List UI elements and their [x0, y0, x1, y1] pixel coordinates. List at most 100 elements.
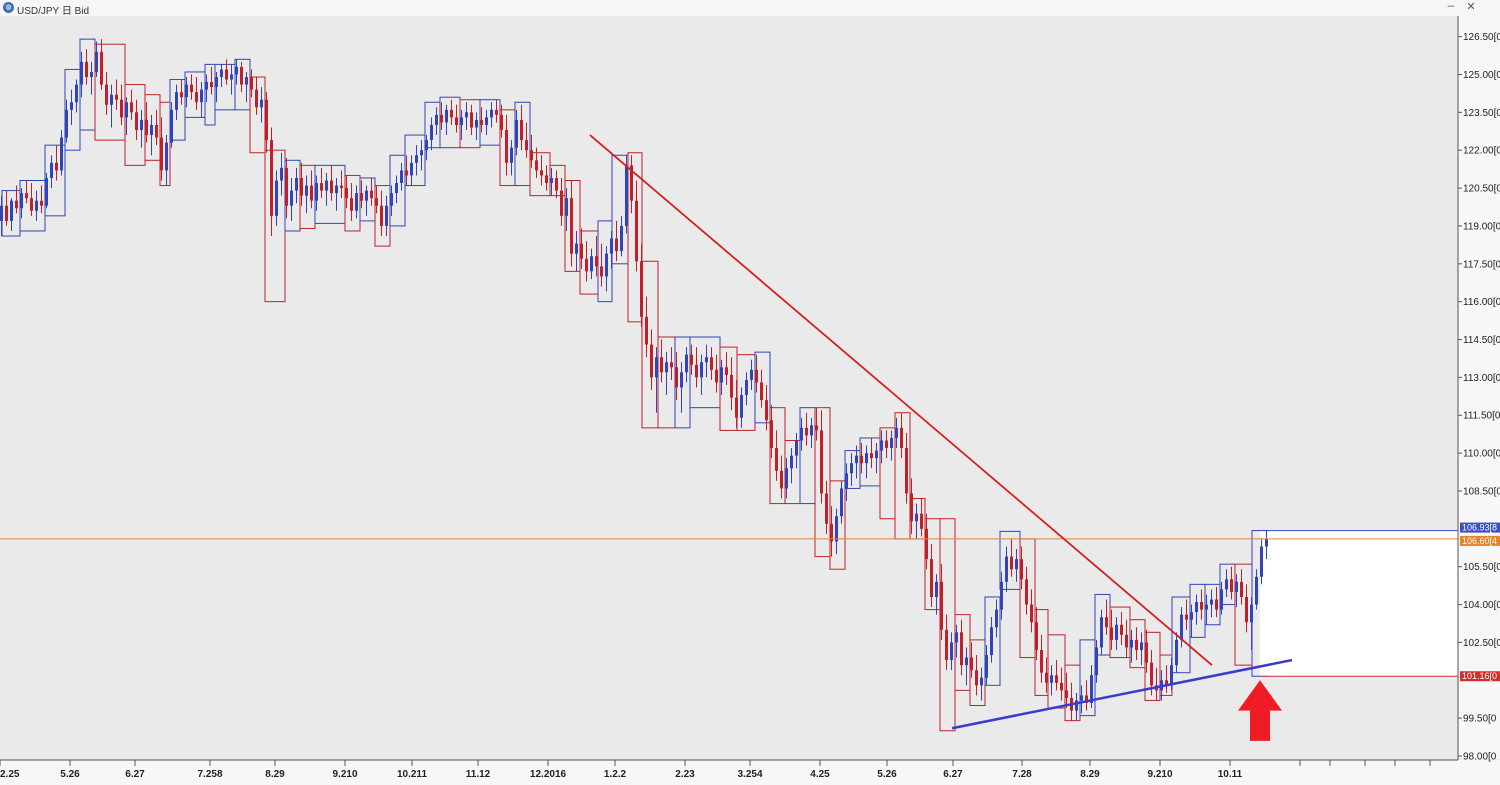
candle: [1110, 609, 1113, 650]
price-marker-label: 106.60[4: [1460, 535, 1500, 546]
date-tick-label: 3.254: [737, 769, 762, 780]
price-chart[interactable]: 126.50[0 125.00[0 123.50[0 122.00[0 120.50[0…: [0, 16, 1500, 785]
candle: [740, 387, 743, 428]
candle: [780, 455, 783, 499]
candle: [300, 162, 303, 206]
candle: [1225, 569, 1228, 597]
candle: [335, 177, 338, 211]
candle: [55, 145, 58, 181]
candle: [645, 296, 648, 358]
price-tick-label: 110.00[0: [1463, 449, 1500, 460]
candle: [495, 99, 498, 123]
price-labels: 106.93[8 106.60[4 101.16[0: [1460, 522, 1500, 682]
candle: [1130, 629, 1133, 663]
date-tick-label: 2.25: [0, 769, 20, 780]
price-marker-label: 106.93[8: [1460, 522, 1500, 533]
candle: [1220, 581, 1223, 615]
candle: [350, 183, 353, 221]
candle: [475, 112, 478, 141]
candle: [700, 354, 703, 396]
candle: [660, 339, 663, 383]
candle: [1145, 629, 1148, 673]
globe-icon: ◍: [3, 2, 14, 13]
candle: [1190, 604, 1193, 638]
window-title: USD/JPY 日 Bid: [17, 6, 90, 17]
candle: [275, 170, 278, 226]
candle: [575, 230, 578, 272]
candle: [245, 71, 248, 103]
candle: [340, 170, 343, 199]
price-tick-label: 126.50[0: [1463, 32, 1500, 43]
price-tick-label: 122.00[0: [1463, 146, 1500, 157]
candle: [925, 513, 928, 570]
candle: [675, 352, 678, 401]
candle: [480, 107, 483, 133]
minimize-button[interactable]: –: [1447, 0, 1455, 12]
candle: [70, 89, 73, 125]
window-titlebar: ◍ USD/JPY 日 Bid – ✕: [0, 0, 1500, 17]
candle: [325, 172, 328, 206]
candle: [570, 180, 573, 267]
candle: [1055, 660, 1058, 691]
candle: [100, 39, 103, 90]
candle: [595, 236, 598, 277]
date-tick-label: 8.29: [1080, 769, 1100, 780]
candle: [220, 64, 223, 88]
candle: [0, 195, 3, 237]
range-box: [984, 596, 1001, 686]
candle: [290, 177, 293, 221]
date-tick-label: 9.210: [332, 769, 357, 780]
candle: [945, 614, 948, 671]
candle: [85, 49, 88, 85]
candle: [195, 77, 198, 110]
candle: [755, 354, 758, 393]
date-tick-label: 7.258: [197, 769, 222, 780]
candle: [405, 155, 408, 186]
candle: [65, 99, 68, 143]
candle: [310, 170, 313, 209]
candle: [990, 617, 993, 663]
candle: [545, 165, 548, 191]
candle: [900, 412, 903, 459]
candle: [870, 437, 873, 469]
candle: [820, 410, 823, 504]
candle: [455, 104, 458, 133]
date-tick-label: 11.12: [466, 769, 491, 780]
candle: [25, 180, 28, 204]
candle: [190, 74, 193, 100]
candle: [790, 448, 793, 484]
projection-box: [1260, 530, 1458, 677]
candle: [415, 145, 418, 176]
candle: [490, 102, 493, 128]
date-tick-label: 5.26: [877, 769, 897, 780]
candle: [1095, 639, 1098, 683]
candle: [410, 155, 413, 186]
candle: [540, 155, 543, 186]
candle: [1260, 538, 1263, 585]
candle: [270, 127, 273, 237]
candle: [235, 59, 238, 85]
price-tick-label: 111.50[0: [1463, 411, 1500, 422]
candle: [590, 248, 593, 279]
candle: [950, 632, 953, 671]
candle: [850, 453, 853, 486]
candle: [640, 243, 643, 327]
candle: [960, 619, 963, 676]
date-tick-label: 6.27: [125, 769, 145, 780]
candle: [170, 102, 173, 148]
candle: [460, 109, 463, 141]
candle: [505, 114, 508, 176]
plot-background: [0, 16, 1458, 759]
close-button[interactable]: ✕: [1466, 1, 1476, 13]
price-tick-label: 113.00[0: [1463, 373, 1500, 384]
ascending-support-trendline[interactable]: [951, 658, 1293, 730]
price-axis: 126.50[0 125.00[0 123.50[0 122.00[0 120.50[0…: [1458, 32, 1500, 763]
candle: [1255, 569, 1258, 610]
descending-resistance-trendline[interactable]: [589, 134, 1213, 666]
candle: [420, 140, 423, 171]
date-tick-label: 10.211: [397, 769, 427, 780]
candle: [600, 243, 603, 287]
candle: [550, 167, 553, 196]
candle: [885, 430, 888, 459]
candle: [390, 185, 393, 216]
